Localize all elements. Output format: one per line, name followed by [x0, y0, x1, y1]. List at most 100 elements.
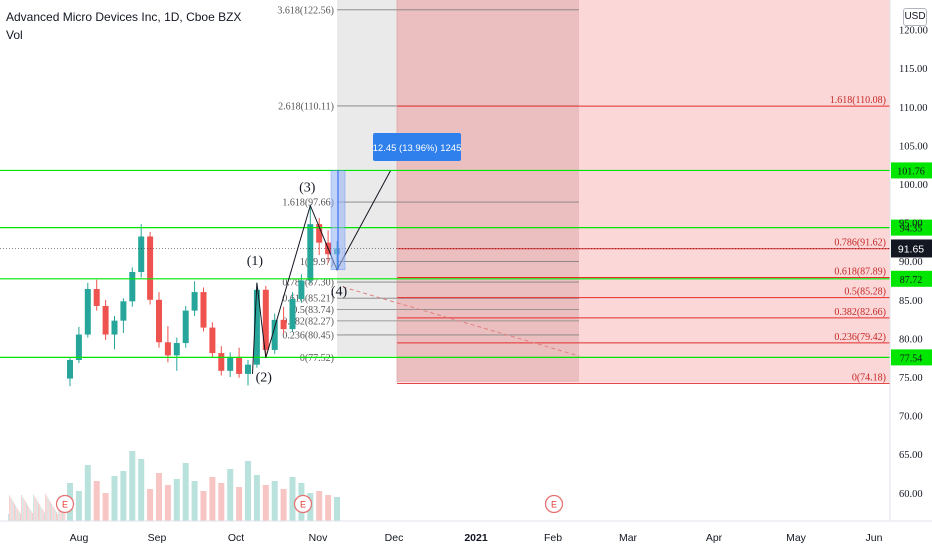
fib-left-label: 3.618(122.56): [277, 5, 334, 16]
price-tick-label: 80.00: [899, 334, 923, 345]
volume-bar: [15, 505, 17, 521]
green-level-tag: [891, 162, 932, 179]
volume-bar: [34, 496, 36, 521]
green-level-value: 87.72: [900, 275, 923, 286]
volume-bar: [47, 498, 49, 521]
candle-body: [138, 236, 145, 273]
fib-left-label: 0.618(85.21): [282, 294, 334, 305]
volume-bar: [334, 497, 340, 521]
time-tick-label: Oct: [228, 532, 244, 544]
price-tick-label: 110.00: [899, 103, 928, 114]
candle-body: [93, 288, 100, 306]
volume-bar: [45, 494, 47, 521]
green-support-resistance-lines[interactable]: 101.76 94.35 87.72 77.54 91.65: [0, 162, 932, 366]
green-level-value: 77.54: [900, 353, 923, 364]
price-tick-label: 95.00: [899, 219, 923, 230]
candle-body: [298, 280, 305, 300]
volume-bar: [156, 473, 162, 521]
fib-left-label: 0(77.52): [300, 353, 334, 364]
time-tick-label: Mar: [619, 532, 638, 544]
candles: [67, 205, 340, 387]
volume-bar: [35, 498, 37, 521]
volume-bar: [30, 511, 32, 521]
volume-bar: [38, 502, 39, 521]
volume-bar: [271, 481, 278, 521]
volume-bar: [40, 506, 42, 521]
volume-bar: [253, 475, 260, 521]
volume-bar: [29, 509, 31, 521]
fib-right-label: 0.786(91.62): [834, 238, 886, 249]
fib-left-label: 2.618(110.11): [278, 101, 334, 112]
time-tick-label: Sep: [148, 532, 167, 544]
earnings-marker[interactable]: E: [544, 494, 564, 514]
fib-right-label: 0.382(82.66): [834, 307, 886, 318]
volume-bar: [48, 500, 50, 521]
volume-bar: [50, 502, 51, 521]
fib-right-label: 1.618(110.08): [830, 95, 886, 106]
time-tick-label: Nov: [309, 532, 328, 544]
volume-bar: [20, 513, 21, 521]
volume-bar: [39, 504, 41, 521]
volume-bar: [9, 495, 11, 521]
candle-body: [245, 364, 251, 374]
volume-bar: [93, 481, 100, 521]
volume-bar: [46, 496, 48, 521]
wave-label: (4): [331, 285, 348, 300]
fib-right-label: 0.236(79.42): [834, 332, 886, 343]
earnings-marker-label: E: [62, 500, 68, 510]
currency-button[interactable]: USD: [903, 8, 927, 26]
fib-left-label: 1.618(97.66): [282, 198, 334, 209]
volume-label: Vol: [6, 28, 23, 42]
fib-right-label: 0(74.18): [852, 372, 886, 383]
volume-bar: [8, 514, 9, 521]
price-tick-label: 75.00: [899, 373, 923, 384]
earnings-marker[interactable]: E: [293, 494, 313, 514]
volume-bar: [138, 459, 145, 521]
volume-bar: [164, 485, 171, 521]
price-tick-label: 65.00: [899, 450, 923, 461]
candle-body: [271, 319, 278, 350]
volume-bar: [325, 495, 332, 521]
volume-bar: [32, 513, 33, 521]
earnings-marker[interactable]: E: [55, 494, 75, 514]
candle-body: [289, 299, 296, 330]
volume-bar: [218, 483, 225, 521]
candle-body: [182, 310, 189, 344]
time-axis[interactable]: Aug Sep Oct Nov Dec 2021 Feb Mar Apr May Jun: [70, 532, 883, 544]
candle-body: [316, 224, 323, 243]
candle-body: [164, 342, 171, 356]
elliott-wave-path[interactable]: [252, 170, 391, 374]
volume-bar: [26, 503, 27, 521]
candle-body: [253, 289, 260, 365]
green-level-value: 101.76: [897, 166, 925, 177]
volume-bar: [53, 508, 55, 521]
candle-body: [173, 343, 180, 356]
price-axis[interactable]: 60.00 65.00 70.00 75.00 80.00 85.00 90.00 95.00…: [899, 26, 928, 500]
candle-body: [280, 319, 287, 330]
volume-bar: [280, 489, 287, 521]
volume-bar: [262, 485, 269, 521]
price-tick-label: 105.00: [899, 141, 928, 152]
volume-bar: [51, 504, 53, 521]
earnings-marker-label: E: [551, 500, 557, 510]
prediction-zone-light-red: [579, 0, 890, 382]
price-tick-label: 70.00: [899, 412, 923, 423]
volume-bar: [56, 512, 57, 521]
candle-body: [236, 356, 243, 374]
volume-bar: [147, 489, 154, 521]
time-tick-label: Dec: [385, 532, 404, 544]
candle-body: [156, 299, 162, 343]
candle-body: [200, 292, 207, 328]
candle-body: [102, 305, 109, 335]
candle-body: [67, 360, 73, 379]
volume-bar: [18, 511, 20, 521]
last-price-tag: [891, 239, 932, 258]
volume-bar: [64, 505, 66, 521]
fib-left-label: 0.5(83.74): [292, 305, 334, 316]
time-tick-label: Feb: [544, 532, 562, 544]
price-tick-label: 90.00: [899, 257, 923, 268]
candle-body: [120, 301, 127, 321]
fib-right-label: 0.5(85.28): [844, 287, 886, 298]
green-level-tag: [891, 219, 932, 236]
